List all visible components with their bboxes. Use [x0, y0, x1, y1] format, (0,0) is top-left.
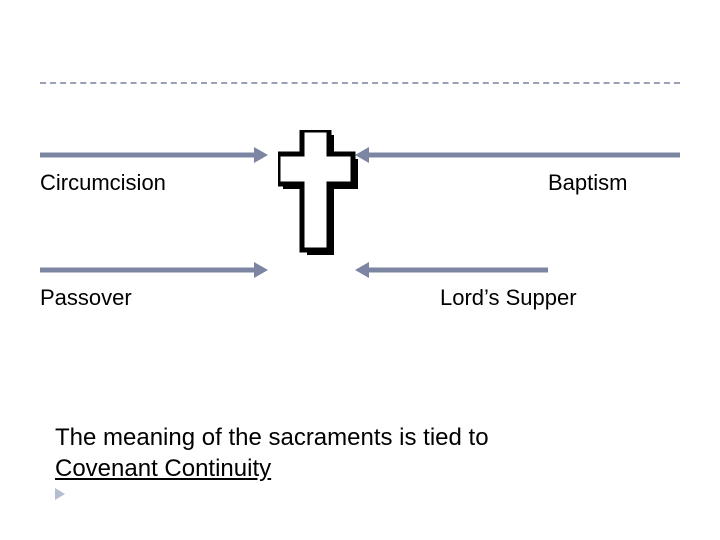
- dashed-divider: [40, 82, 680, 84]
- arrow-circumcision-to-cross: [40, 143, 268, 167]
- arrow-passover-to-cross: [40, 258, 268, 282]
- cross-icon: [278, 130, 358, 260]
- caption-line2: Covenant Continuity: [55, 455, 271, 482]
- label-circumcision: Circumcision: [40, 170, 166, 196]
- arrow-baptism-to-cross: [355, 143, 680, 167]
- label-baptism: Baptism: [548, 170, 627, 196]
- caption-text: The meaning of the sacraments is tied to…: [55, 422, 489, 484]
- label-lords-supper: Lord’s Supper: [440, 285, 577, 311]
- label-passover: Passover: [40, 285, 132, 311]
- arrow-lords-supper-to-cross: [355, 258, 548, 282]
- caption-line1: The meaning of the sacraments is tied to: [55, 424, 489, 451]
- bullet-marker-icon: [55, 488, 65, 500]
